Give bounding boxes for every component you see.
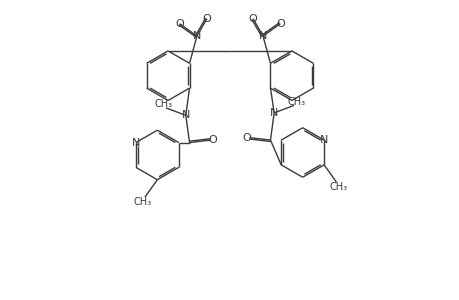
Text: O: O [242, 133, 251, 142]
Text: O: O [275, 19, 284, 29]
Text: N: N [269, 108, 278, 118]
Text: O: O [175, 19, 184, 29]
Text: CH₃: CH₃ [133, 197, 151, 207]
Text: N: N [131, 138, 140, 148]
Text: CH₃: CH₃ [287, 97, 305, 107]
Text: O: O [202, 14, 211, 24]
Text: CH₃: CH₃ [154, 99, 172, 109]
Text: N: N [319, 135, 328, 145]
Text: CH₃: CH₃ [329, 182, 347, 192]
Text: N: N [181, 110, 190, 120]
Text: O: O [208, 135, 217, 145]
Text: N: N [258, 31, 267, 41]
Text: N: N [192, 31, 201, 41]
Text: O: O [248, 14, 257, 24]
